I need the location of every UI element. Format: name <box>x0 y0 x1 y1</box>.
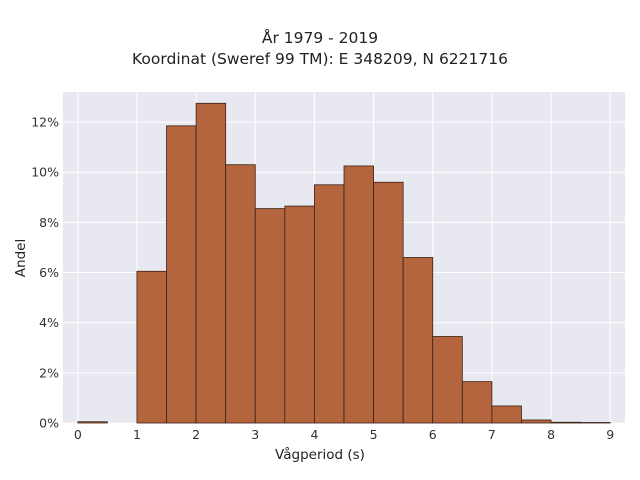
x-tick-label: 8 <box>547 427 555 442</box>
y-tick-label: 6% <box>39 265 59 280</box>
histogram-bar <box>491 405 522 424</box>
histogram-bar <box>343 165 374 424</box>
histogram-bar <box>284 205 315 424</box>
x-tick-label: 0 <box>74 427 82 442</box>
y-tick-label: 0% <box>39 416 59 431</box>
histogram-bar <box>402 257 434 424</box>
y-axis-label: Andel <box>13 238 29 278</box>
histogram-bar <box>136 270 167 424</box>
histogram-bar <box>432 336 463 424</box>
histogram-bar <box>195 102 227 424</box>
histogram-bar <box>521 419 552 424</box>
y-tick-label: 4% <box>39 315 59 330</box>
x-tick-label: 5 <box>370 427 378 442</box>
x-tick-label: 6 <box>429 427 437 442</box>
y-tick-label: 10% <box>31 165 59 180</box>
x-tick-label: 3 <box>251 427 259 442</box>
x-tick-label: 1 <box>133 427 141 442</box>
histogram-bar <box>77 421 108 424</box>
y-tick-label: 2% <box>39 365 59 380</box>
y-tick-label: 8% <box>39 215 59 230</box>
x-tick-label: 9 <box>606 427 614 442</box>
histogram-bar <box>225 164 256 424</box>
histogram-bar <box>580 422 611 424</box>
histogram-bar <box>373 181 404 424</box>
x-axis-label: Vågperiod (s) <box>275 447 365 463</box>
y-tick-label: 12% <box>31 115 59 130</box>
histogram-bar <box>166 125 197 424</box>
x-tick-label: 4 <box>310 427 318 442</box>
x-tick-label: 7 <box>488 427 496 442</box>
histogram-bar <box>314 184 345 424</box>
chart-title: År 1979 - 2019 <box>261 29 379 47</box>
histogram-bar <box>550 421 582 424</box>
x-tick-label: 2 <box>192 427 200 442</box>
histogram-bar <box>254 208 286 424</box>
histogram-bar <box>461 381 493 424</box>
chart-subtitle: Koordinat (Sweref 99 TM): E 348209, N 62… <box>132 50 508 68</box>
